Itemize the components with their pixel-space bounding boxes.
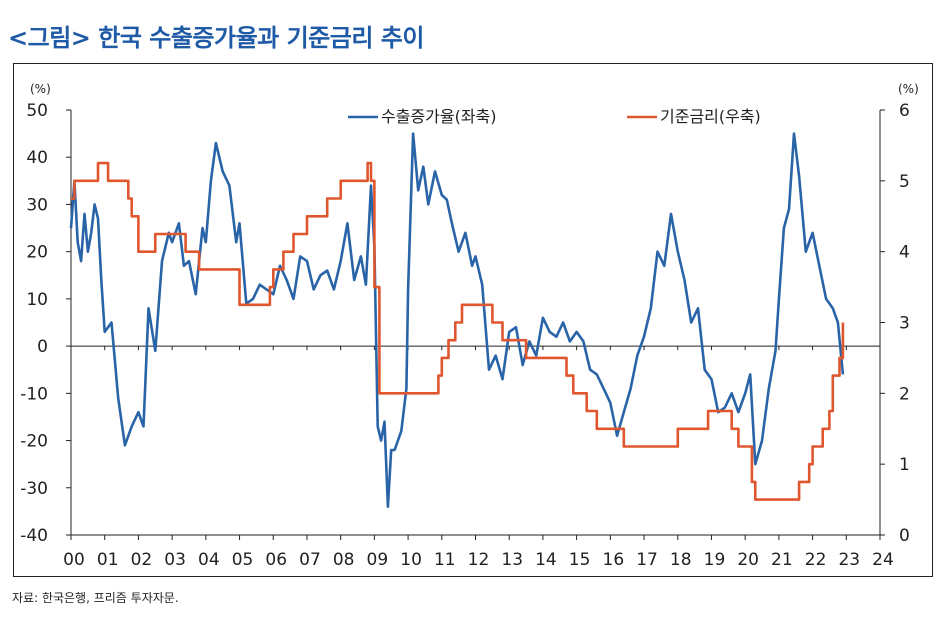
x-tick-label: 19: [704, 550, 726, 570]
left-tick-label: 20: [26, 243, 48, 263]
x-tick-label: 10: [400, 550, 422, 570]
left-tick-label: -10: [20, 384, 48, 404]
right-tick-label: 6: [899, 101, 910, 121]
right-axis-unit: (%): [898, 82, 919, 96]
x-tick-label: 24: [872, 550, 894, 570]
right-tick-label: 4: [899, 243, 910, 263]
left-tick-label: 10: [26, 290, 48, 310]
x-tick-label: 22: [805, 550, 827, 570]
x-tick-label: 23: [838, 550, 860, 570]
x-tick-label: 02: [131, 550, 153, 570]
x-tick-label: 08: [333, 550, 355, 570]
source-note: 자료: 한국은행, 프리즘 투자자문.: [12, 591, 179, 605]
x-tick-label: 00: [63, 550, 85, 570]
x-tick-label: 03: [164, 550, 186, 570]
x-tick-label: 20: [737, 550, 759, 570]
left-tick-label: 40: [26, 148, 48, 168]
left-tick-label: -20: [20, 432, 48, 452]
left-tick-label: 30: [26, 195, 48, 215]
left-tick-label: -30: [20, 479, 48, 499]
left-tick-label: -40: [20, 526, 48, 546]
x-tick-label: 13: [501, 550, 523, 570]
right-axis-ticks: 6 5 4 3 2 1 0: [880, 101, 910, 546]
axis-lines: [70, 110, 881, 536]
x-tick-label: 01: [97, 550, 119, 570]
x-tick-label: 07: [299, 550, 321, 570]
x-tick-label: 11: [434, 550, 456, 570]
x-tick-label: 16: [603, 550, 625, 570]
left-tick-label: 0: [37, 337, 48, 357]
left-axis-unit: (%): [30, 82, 51, 96]
legend-rate-label: 기준금리(우축): [660, 107, 761, 126]
legend: 수출증가율(좌축) 기준금리(우축): [348, 107, 761, 126]
right-tick-label: 2: [899, 384, 910, 404]
series-line-base-rate: [71, 161, 845, 501]
right-tick-label: 1: [899, 455, 910, 475]
x-tick-label: 09: [367, 550, 389, 570]
x-tick-label: 06: [265, 550, 287, 570]
right-tick-label: 3: [899, 314, 910, 334]
x-tick-label: 05: [232, 550, 254, 570]
x-tick-label: 18: [670, 550, 692, 570]
left-axis-ticks: 50 40 30 20 10 0 -10 -20 -30 -40: [20, 101, 71, 546]
chart-title: <그림> 한국 수출증가율과 기준금리 추이: [8, 24, 424, 52]
x-tick-label: 14: [535, 550, 557, 570]
x-tick-label: 04: [198, 550, 220, 570]
right-tick-label: 5: [899, 172, 910, 192]
x-tick-label: 15: [569, 550, 591, 570]
legend-export-label: 수출증가율(좌축): [381, 107, 497, 126]
series-layer: [69, 132, 845, 508]
x-tick-label: 17: [636, 550, 658, 570]
left-tick-label: 50: [26, 101, 48, 121]
x-axis-ticks: 00 01 02 03 04 05 06 07 08 09 10 11 12 13 14 15 16 17 18 19…: [63, 346, 894, 570]
x-tick-label: 12: [468, 550, 490, 570]
x-tick-label: 21: [771, 550, 793, 570]
series-line-export-growth: [69, 132, 845, 508]
right-tick-label: 0: [899, 526, 910, 546]
chart-frame: [13, 63, 933, 577]
